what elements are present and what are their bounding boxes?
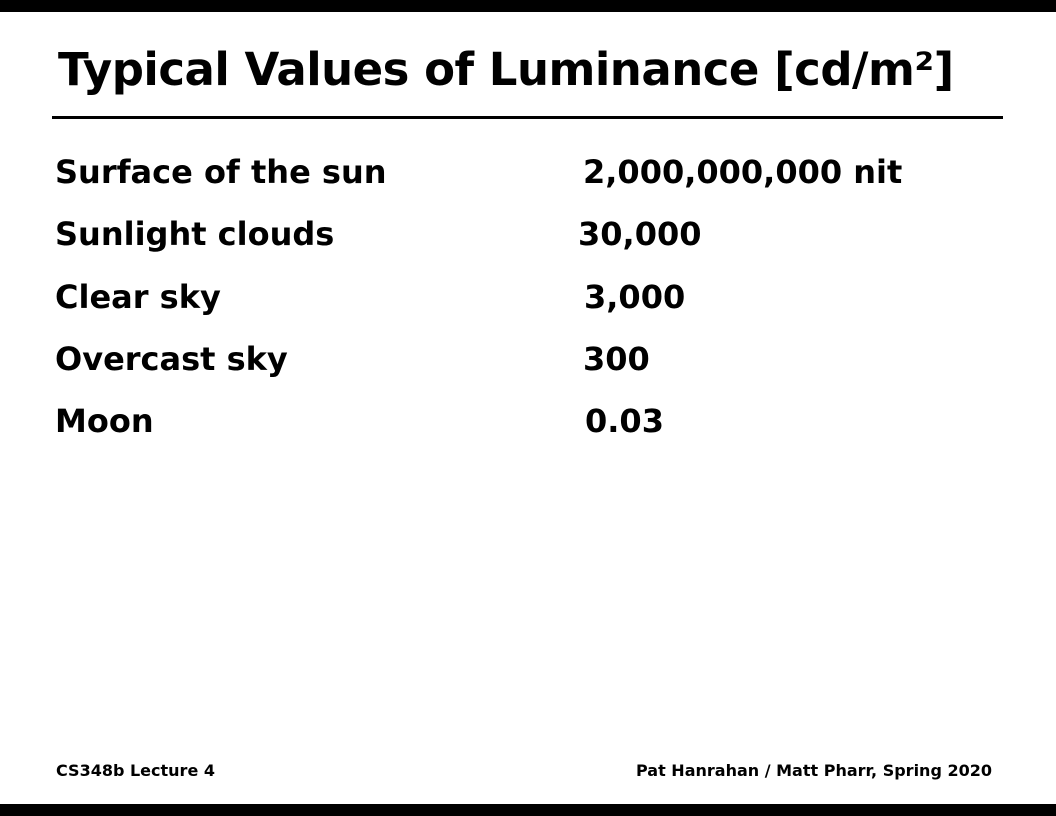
row-value-sunlight-clouds: 30,000 bbox=[578, 215, 702, 253]
row-value-surface-of-sun: 2,000,000,000 nit bbox=[583, 153, 903, 191]
row-value-clear-sky: 3,000 bbox=[584, 278, 686, 316]
row-label-clear-sky: Clear sky bbox=[55, 278, 221, 316]
row-value-moon: 0.03 bbox=[585, 402, 664, 440]
row-label-surface-of-sun: Surface of the sun bbox=[55, 153, 387, 191]
slide-title: Typical Values of Luminance [cd/m²] bbox=[58, 43, 954, 96]
title-divider bbox=[52, 116, 1003, 119]
row-value-overcast-sky: 300 bbox=[583, 340, 650, 378]
row-label-sunlight-clouds: Sunlight clouds bbox=[55, 215, 335, 253]
footer-authors: Pat Hanrahan / Matt Pharr, Spring 2020 bbox=[635, 761, 992, 780]
bottom-border-bar bbox=[0, 804, 1056, 816]
footer-course-label: CS348b Lecture 4 bbox=[56, 761, 215, 780]
top-border-bar bbox=[0, 0, 1056, 12]
row-label-overcast-sky: Overcast sky bbox=[55, 340, 288, 378]
row-label-moon: Moon bbox=[55, 402, 154, 440]
